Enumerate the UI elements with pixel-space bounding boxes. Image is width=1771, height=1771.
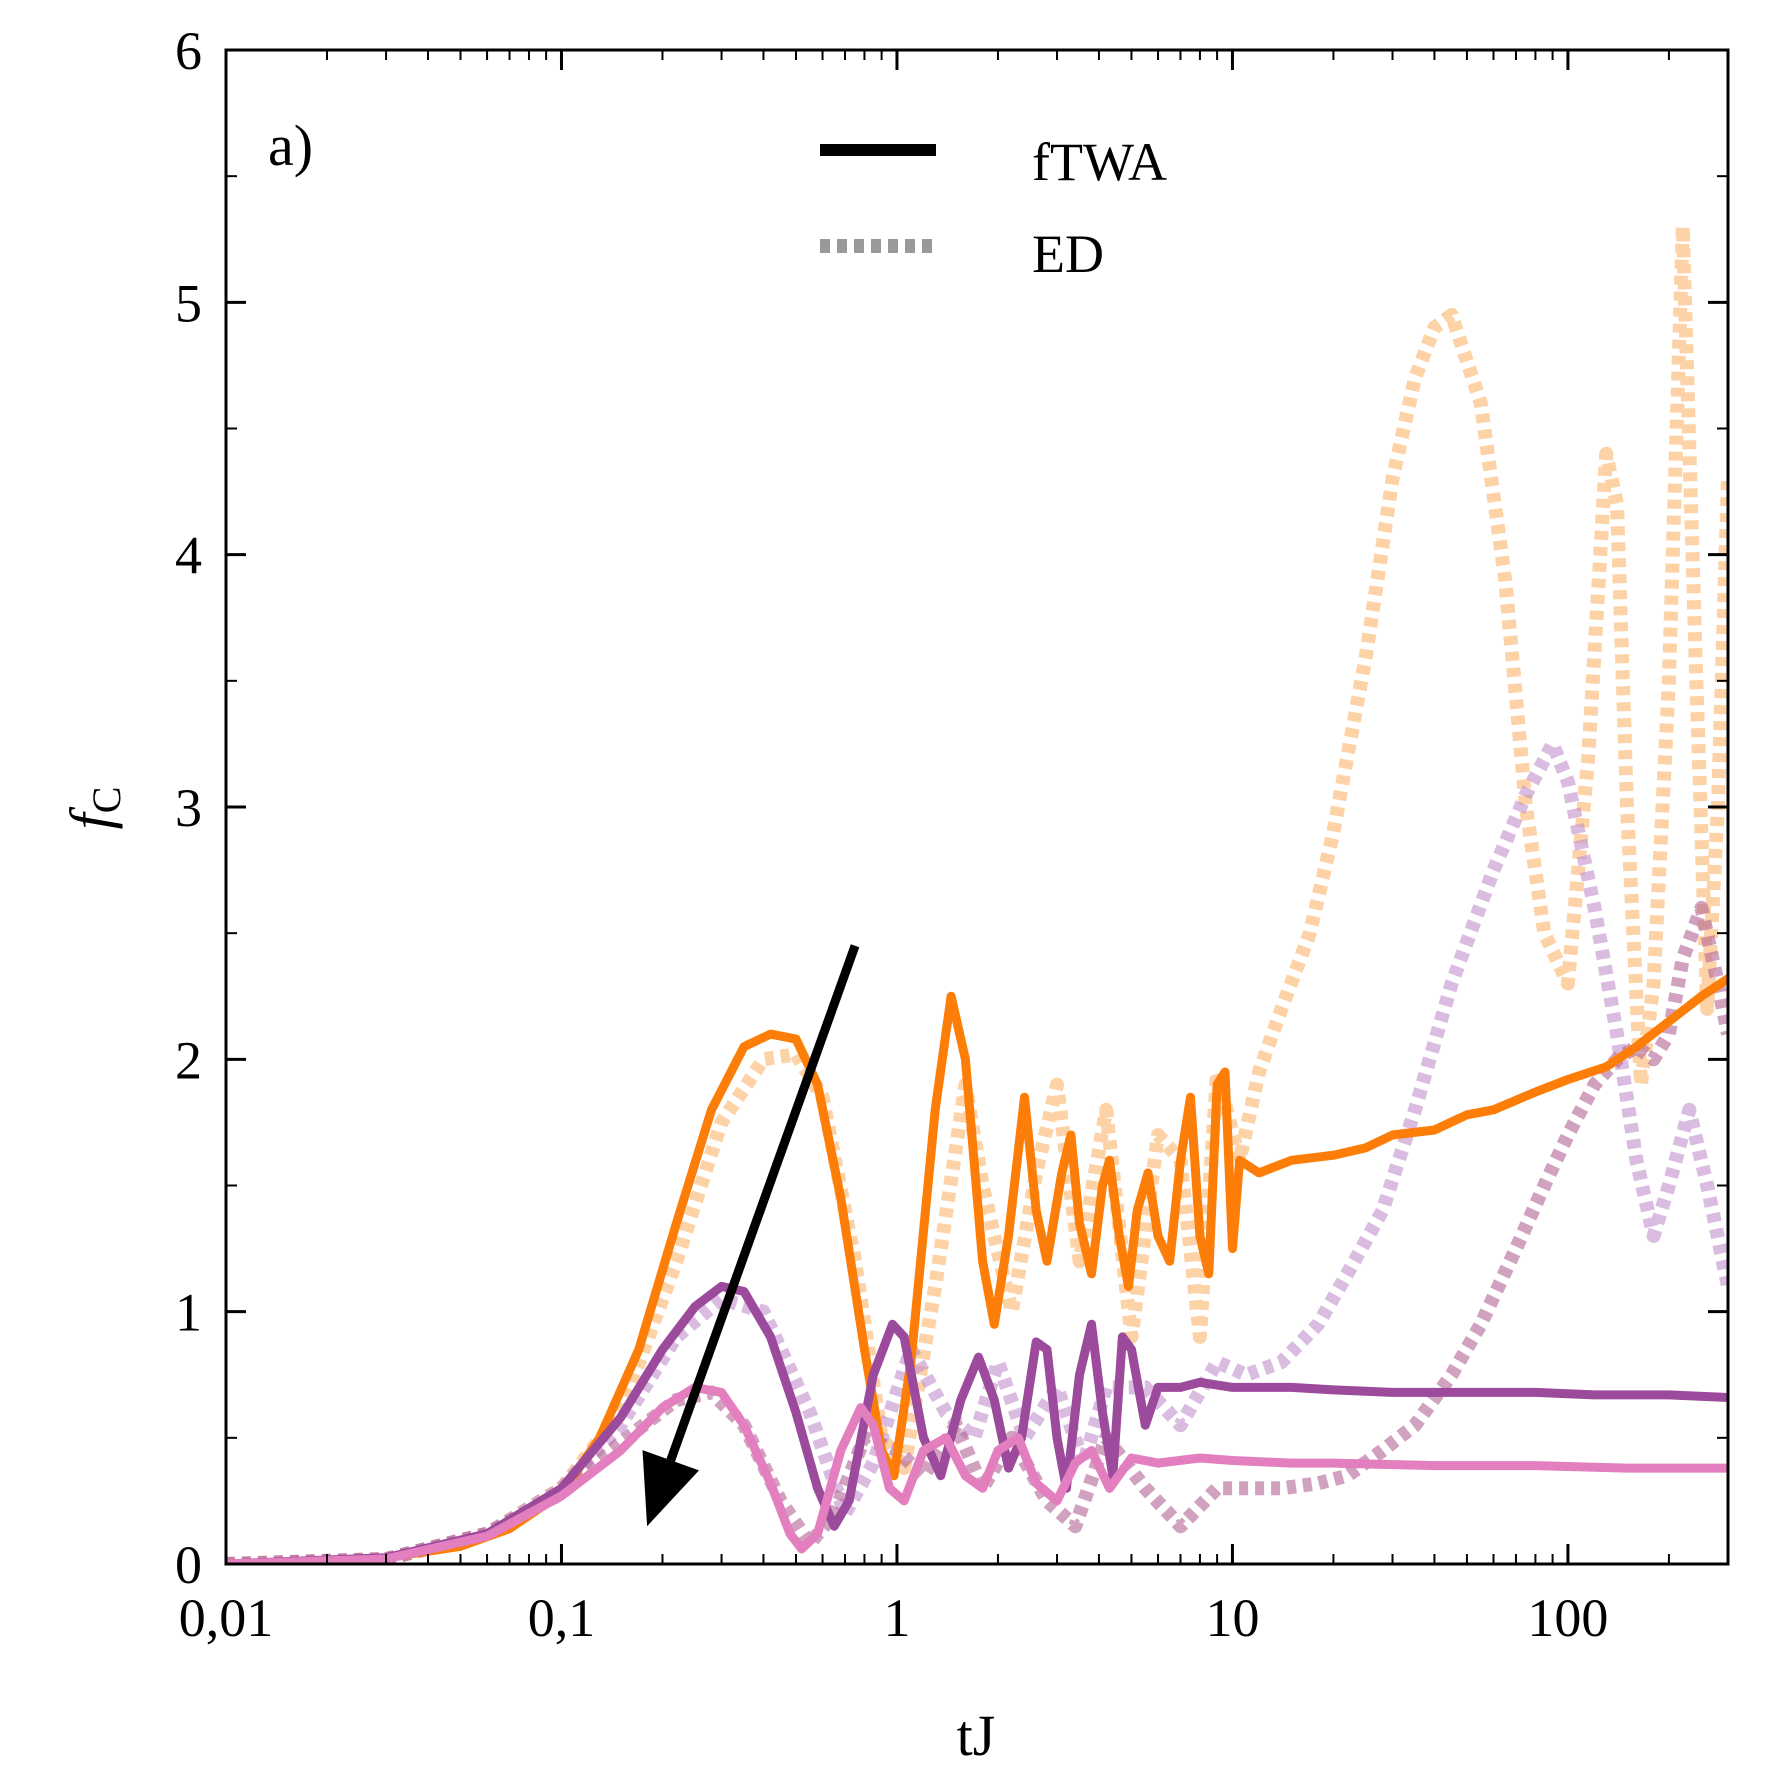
y-tick-label: 3 <box>175 778 202 838</box>
panel-label: a) <box>268 113 313 178</box>
y-tick-label: 1 <box>175 1283 202 1343</box>
arrow-shaft <box>666 944 860 1462</box>
x-tick-label: 0,1 <box>528 1588 596 1648</box>
legend-label-ed: ED <box>1032 224 1104 284</box>
arrow-head <box>642 1450 699 1527</box>
series-layer <box>226 219 1728 1564</box>
legend-label-ftwa: fTWA <box>1032 132 1167 192</box>
svg-text:fC: fC <box>58 787 129 830</box>
y-tick-label: 5 <box>175 273 202 333</box>
axis-ticks: 0,01 0,1 1 10 100 0 1 2 3 4 5 6 <box>175 21 1728 1648</box>
legend: fTWA ED <box>820 132 1167 284</box>
x-tick-label: 0,01 <box>179 1588 274 1648</box>
x-tick-label: 100 <box>1527 1588 1608 1648</box>
series-ftwa-3-line <box>226 974 1728 1564</box>
y-tick-label: 6 <box>175 21 202 81</box>
y-axis-title-subscript: C <box>84 787 129 814</box>
annotation-arrow <box>642 944 860 1527</box>
plot-frame <box>224 48 1730 1566</box>
y-tick-label: 0 <box>175 1535 202 1595</box>
y-axis-title: fC <box>58 787 129 830</box>
x-axis-title: tJ <box>957 1703 996 1768</box>
series-ftwa-4-line <box>226 1281 1728 1564</box>
y-tick-label: 2 <box>175 1030 202 1090</box>
y-tick-label: 4 <box>175 526 202 586</box>
x-tick-label: 10 <box>1205 1588 1259 1648</box>
x-tick-label: 1 <box>883 1588 910 1648</box>
series-ftwa-5-line <box>226 1382 1728 1564</box>
